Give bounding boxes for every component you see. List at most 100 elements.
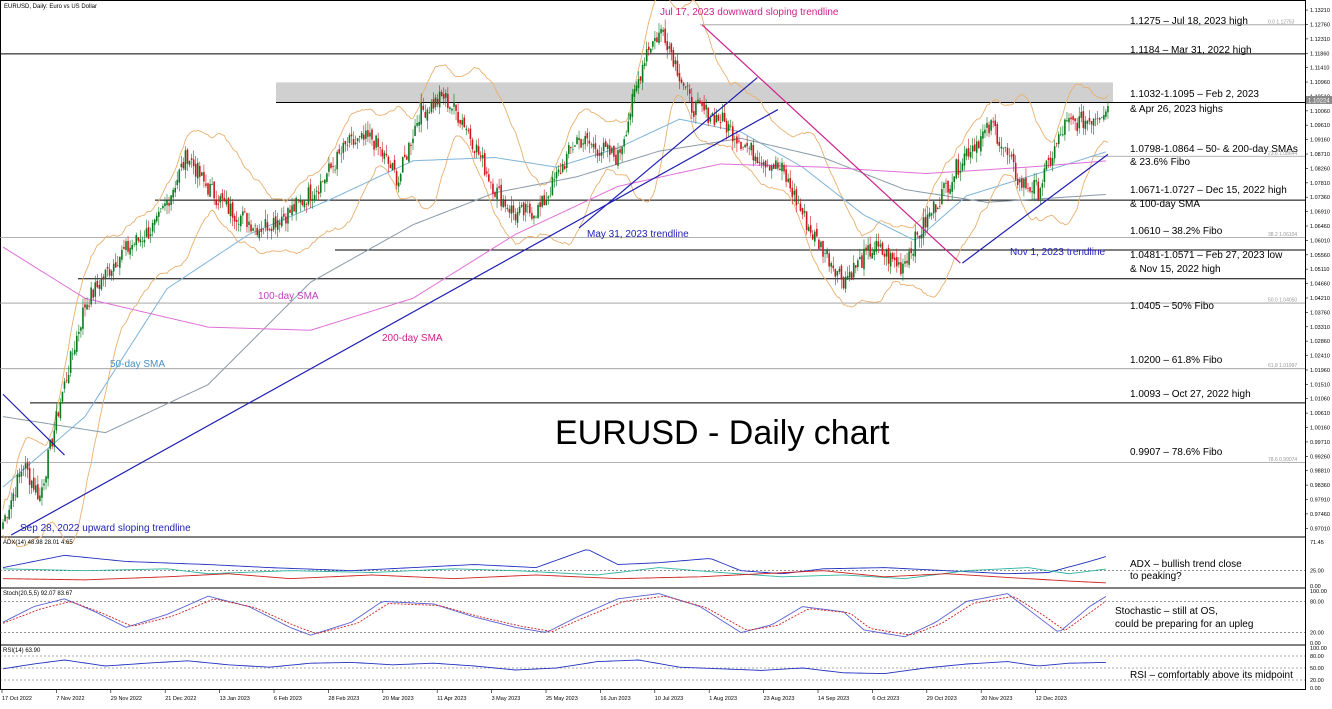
candle-body [43, 483, 45, 486]
candle-body [149, 234, 152, 237]
candle-body [252, 228, 254, 231]
candle-body [381, 149, 384, 157]
price-tick-label: 1.00610 [1310, 411, 1330, 417]
candle-body [1033, 179, 1035, 194]
candle-body [254, 225, 256, 227]
candle-body [338, 149, 340, 154]
candle-body [114, 262, 117, 268]
candle-body [906, 260, 908, 264]
candle-body [504, 200, 507, 207]
candle-body [881, 242, 884, 255]
candle-body [496, 187, 498, 200]
price-tick-label: 1.08260 [1310, 166, 1330, 172]
candle-body [529, 203, 531, 214]
candle-body [295, 197, 297, 213]
candle-body [383, 152, 386, 159]
price-tick-label: 1.03310 [1310, 325, 1330, 331]
candle-body [623, 139, 625, 147]
fibo-level-label: 78.6 0.99074 [1268, 457, 1297, 463]
candle-body [645, 49, 648, 62]
candle-body [55, 411, 58, 431]
candle-body [898, 262, 900, 265]
candle-body [158, 211, 160, 217]
adx-tick-label: 0.00 [1310, 584, 1321, 590]
candle-body [668, 46, 671, 49]
candle-body [658, 32, 660, 43]
candle-body [791, 187, 794, 197]
chart-title: EURUSD - Daily chart [555, 414, 890, 452]
candle-body [471, 139, 474, 150]
candle-body [588, 140, 591, 144]
candle-body [965, 149, 968, 157]
trendline-2 [701, 24, 961, 264]
candle-body [1066, 120, 1068, 122]
candle-body [746, 142, 748, 147]
candle-body [449, 107, 451, 110]
candle-body [742, 146, 744, 148]
rsi-tick-label: 80.00 [1310, 654, 1324, 660]
annotation-zone-line2: & Apr 26, 2023 highs [1130, 104, 1223, 115]
candle-body [697, 99, 699, 102]
candle-body [633, 89, 636, 97]
candle-body [129, 247, 131, 255]
candle-body [445, 92, 447, 98]
candle-body [141, 241, 144, 242]
candle-body [147, 227, 150, 239]
candle-body [160, 208, 162, 210]
candle-body [973, 144, 976, 152]
candle-body [688, 89, 691, 94]
candle-body [1103, 115, 1105, 120]
annotation-nov1-trendline: Nov 1, 2023 trendline [1010, 247, 1106, 258]
candle-body [828, 253, 830, 267]
candle-body [61, 391, 64, 402]
candle-body [654, 37, 656, 41]
candle-body [155, 215, 158, 222]
candle-body [613, 145, 615, 157]
rsi-annotation: RSI – comfortably above its midpoint [1130, 670, 1293, 681]
candle-body [313, 194, 316, 201]
trendline-0 [10, 109, 779, 536]
stoch-annotation-line1: Stochastic – still at OS, [1115, 606, 1218, 617]
candle-body [481, 154, 484, 158]
candle-body [582, 143, 584, 145]
candle-body [1008, 155, 1011, 157]
candle-body [201, 172, 203, 176]
candle-body [1057, 134, 1060, 145]
candle-body [896, 257, 898, 267]
candle-body [992, 121, 994, 123]
candle-body [873, 249, 876, 256]
candle-body [922, 217, 925, 238]
candle-body [975, 141, 978, 153]
price-tick-label: 1.04210 [1310, 296, 1330, 302]
candle-body [818, 239, 820, 249]
annotation-feb27-line2: & Nov 15, 2022 high [1130, 264, 1221, 275]
candle-body [309, 184, 312, 201]
candle-body [797, 202, 800, 204]
candle-body [768, 165, 771, 171]
candle-body [809, 225, 812, 233]
candle-body [153, 219, 156, 225]
candle-body [537, 204, 539, 218]
candle-body [514, 213, 517, 221]
candle-body [1002, 147, 1005, 149]
candle-body [461, 120, 463, 125]
candle-body [510, 205, 513, 214]
candle-body [289, 209, 291, 213]
candle-body [916, 232, 919, 235]
candle-body [281, 216, 283, 227]
candle-body [1107, 105, 1109, 113]
candle-body [207, 183, 209, 195]
price-tick-label: 1.11860 [1310, 51, 1329, 57]
candle-body [734, 138, 736, 140]
candle-body [237, 224, 240, 225]
candle-body [24, 463, 27, 469]
candle-body [278, 222, 281, 225]
candle-body [531, 212, 533, 219]
candle-body [691, 96, 693, 113]
price-tick-label: 1.02410 [1310, 354, 1330, 360]
candle-body [73, 349, 76, 355]
rsi-tick-label: 0.00 [1310, 686, 1321, 692]
candle-body [20, 472, 23, 477]
candle-body [1096, 118, 1099, 119]
candle-body [112, 263, 115, 272]
